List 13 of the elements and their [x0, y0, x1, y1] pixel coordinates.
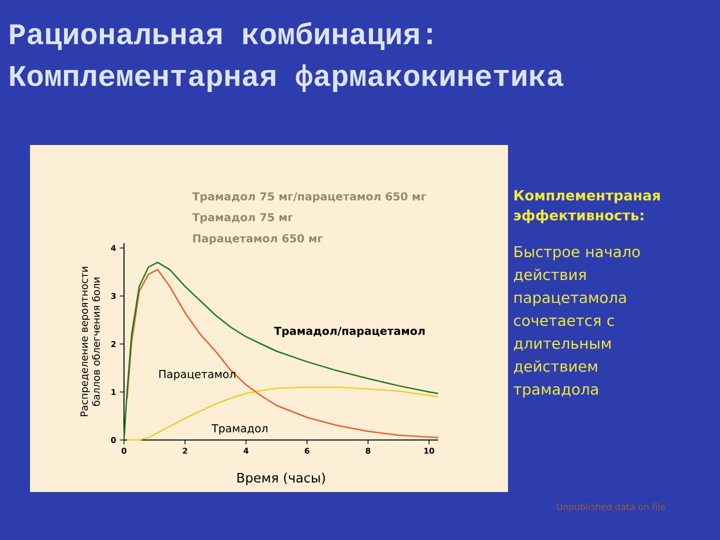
- text: Комплементраная эффективность:: [514, 190, 660, 224]
- chart-title: Рациональная комбинация:: [10, 22, 432, 50]
- text: Быстрое начало действия парацетамола сочетается с длительным действием трамадола: [514, 246, 640, 398]
- text: Unpublished data on file: [556, 503, 666, 512]
- x-axis-title: Время (часы): [237, 472, 325, 486]
- series-label: Парацетамол: [159, 370, 236, 380]
- text: Трамадол 75 мг: [192, 213, 293, 224]
- annotation: Парацетамол 650 мг: [193, 234, 323, 245]
- series-label: Трамадол/парацетамол: [274, 326, 425, 338]
- text: Трамадол 75 мг/парацетамол 650 мг: [192, 192, 426, 203]
- series-label: Трамадол: [212, 424, 268, 435]
- y-axis-title: Распределение вероятности баллов облегчения боли: [80, 266, 100, 416]
- chart-subtitle: Комплементарная фармакокинетика: [10, 64, 564, 92]
